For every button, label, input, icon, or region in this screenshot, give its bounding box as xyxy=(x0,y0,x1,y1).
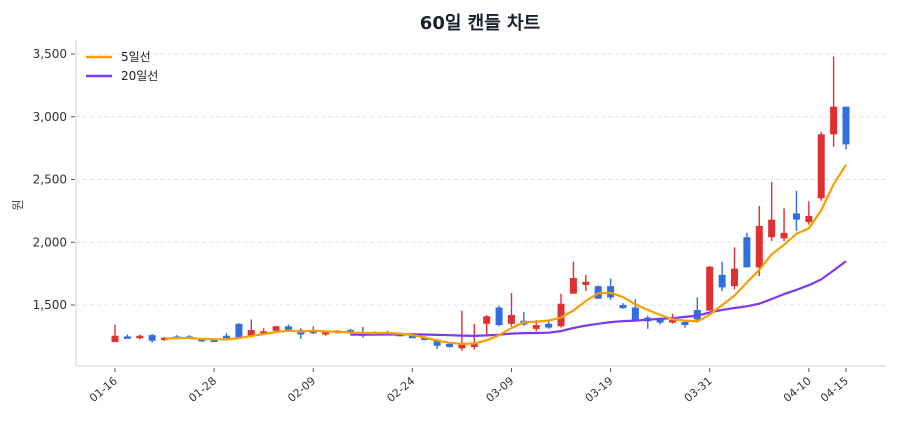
candle-up xyxy=(706,266,714,311)
candle-up xyxy=(768,182,776,241)
y-tick-label: 3,500 xyxy=(33,47,67,61)
candle-up xyxy=(507,293,515,327)
x-tick-label: 01-16 xyxy=(87,374,120,405)
candle-down xyxy=(693,297,701,322)
candle-up xyxy=(755,205,763,277)
candle-down xyxy=(842,106,850,150)
candle-up xyxy=(483,315,491,336)
candle-down xyxy=(718,261,726,292)
candle-up xyxy=(805,201,813,225)
y-axis: 1,500 2,000 2,500 3,000 3,500 xyxy=(33,40,77,366)
candle-down xyxy=(297,328,305,339)
candle-down xyxy=(148,333,156,343)
legend-label-ma20: 20일선 xyxy=(121,69,158,83)
candle-up xyxy=(817,131,825,201)
legend-label-ma5: 5일선 xyxy=(121,50,151,64)
candle-up xyxy=(582,274,590,292)
y-tick-label: 1,500 xyxy=(33,298,67,312)
x-tick-label: 03-19 xyxy=(583,374,616,405)
candle-down xyxy=(619,303,627,309)
candle-up xyxy=(136,334,144,340)
candle-up xyxy=(260,328,268,334)
x-tick-label: 01-28 xyxy=(186,374,219,405)
moving-average-lines xyxy=(164,164,847,345)
x-tick-label: 02-24 xyxy=(384,374,417,405)
candle-up xyxy=(247,319,255,338)
x-tick-label: 02-09 xyxy=(285,374,318,405)
candle-up xyxy=(272,325,280,332)
candle-down xyxy=(545,320,553,329)
candle-up xyxy=(111,324,119,343)
candle-down xyxy=(607,278,615,300)
x-tick-label: 03-31 xyxy=(682,374,715,405)
candle-down xyxy=(495,305,503,327)
candle-down xyxy=(681,320,689,328)
y-tick-label: 2,500 xyxy=(33,173,67,187)
candle-down xyxy=(235,323,243,338)
chart-title: 60일 캔들 차트 xyxy=(420,13,540,34)
legend: 5일선 20일선 xyxy=(86,50,158,83)
x-axis: 01-16 01-28 02-09 02-24 03-09 03-19 03-31 04-10… xyxy=(76,365,886,405)
candle-up xyxy=(730,247,738,290)
candle-down xyxy=(644,315,652,329)
x-tick-label: 04-15 xyxy=(818,374,851,405)
candle-down xyxy=(631,299,639,322)
candle-up xyxy=(830,56,838,147)
candle-up xyxy=(557,293,565,328)
x-tick-label: 03-09 xyxy=(484,374,517,405)
candle-up xyxy=(569,261,577,294)
candle-down xyxy=(446,343,454,348)
x-tick-label: 04-10 xyxy=(781,374,814,405)
y-tick-label: 3,000 xyxy=(33,110,67,124)
ma20-line xyxy=(350,260,847,337)
candle-down xyxy=(792,190,800,231)
gridlines xyxy=(76,53,886,306)
y-axis-label: 원 xyxy=(11,199,25,210)
candle-up xyxy=(780,208,788,241)
candle-down xyxy=(123,334,131,339)
ma5-line xyxy=(164,164,847,345)
y-tick-label: 2,000 xyxy=(33,235,67,249)
candle-down xyxy=(743,232,751,268)
